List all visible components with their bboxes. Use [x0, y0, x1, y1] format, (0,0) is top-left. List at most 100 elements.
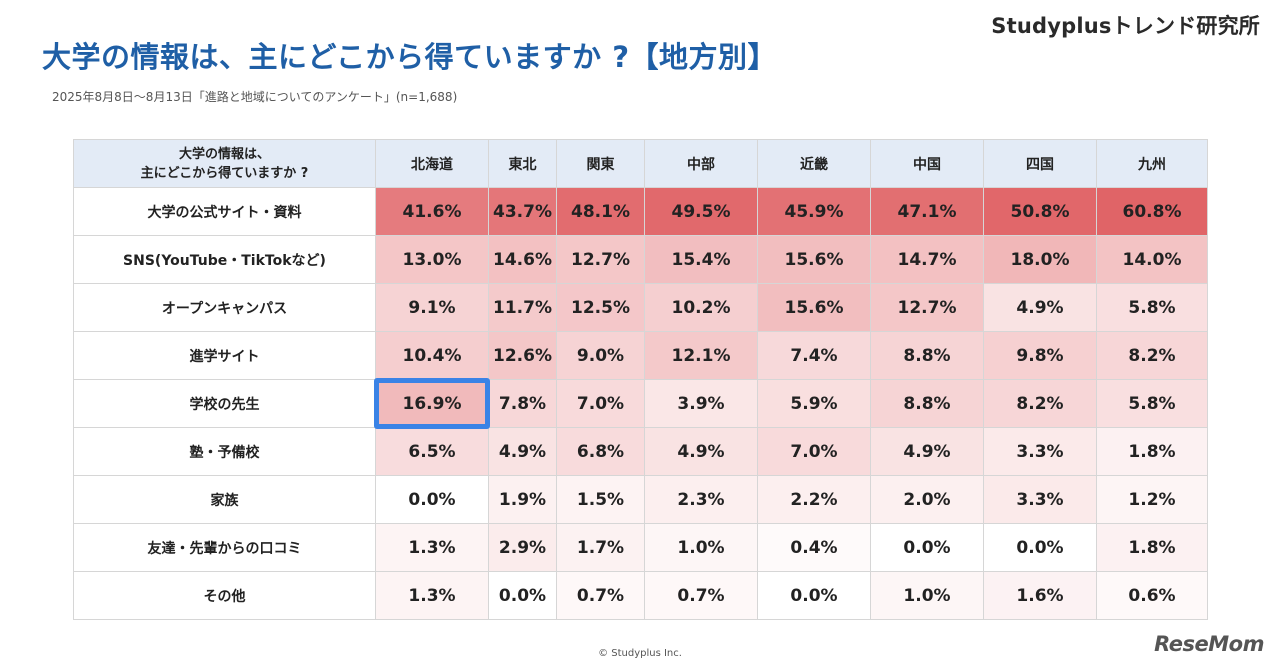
value-cell: 0.0% — [375, 475, 489, 524]
value-cell: 3.3% — [983, 475, 1097, 524]
value-cell: 2.2% — [757, 475, 871, 524]
value-cell: 9.8% — [983, 331, 1097, 380]
heatmap-table: 大学の情報は、 主にどこから得ていますか ? 北海道 東北 関東 中部 近畿 中… — [73, 139, 1208, 620]
value-cell: 1.3% — [375, 523, 489, 572]
value-cell: 12.1% — [644, 331, 758, 380]
value-cell: 41.6% — [375, 187, 489, 236]
table-row: 友達・先輩からの口コミ 1.3% 2.9% 1.7% 1.0% 0.4% 0.0% 0.0% 1… — [73, 523, 1208, 572]
value-cell: 10.2% — [644, 283, 758, 332]
value-cell: 0.6% — [1096, 571, 1208, 620]
row-label: 学校の先生 — [73, 379, 376, 428]
value-cell: 8.8% — [870, 379, 984, 428]
value-cell: 0.0% — [757, 571, 871, 620]
value-cell: 4.9% — [983, 283, 1097, 332]
value-cell: 60.8% — [1096, 187, 1208, 236]
value-cell: 5.8% — [1096, 283, 1208, 332]
value-cell: 0.7% — [644, 571, 758, 620]
value-cell: 0.7% — [556, 571, 645, 620]
value-cell: 2.3% — [644, 475, 758, 524]
value-cell: 12.7% — [556, 235, 645, 284]
value-cell: 1.9% — [488, 475, 557, 524]
table-row: オープンキャンパス 9.1% 11.7% 12.5% 10.2% 15.6% 12.7% 4.… — [73, 283, 1208, 332]
value-cell: 45.9% — [757, 187, 871, 236]
table-row: 塾・予備校 6.5% 4.9% 6.8% 4.9% 7.0% 4.9% 3.3% 1.8% — [73, 427, 1208, 476]
value-cell: 47.1% — [870, 187, 984, 236]
value-cell: 1.5% — [556, 475, 645, 524]
value-cell: 1.6% — [983, 571, 1097, 620]
value-cell: 50.8% — [983, 187, 1097, 236]
question-header: 大学の情報は、 主にどこから得ていますか ? — [73, 139, 376, 188]
row-label: 進学サイト — [73, 331, 376, 380]
value-cell: 15.6% — [757, 235, 871, 284]
value-cell: 0.4% — [757, 523, 871, 572]
region-header: 近畿 — [757, 139, 871, 188]
table-row: 進学サイト 10.4% 12.6% 9.0% 12.1% 7.4% 8.8% 9.8% 8.2% — [73, 331, 1208, 380]
row-label: 友達・先輩からの口コミ — [73, 523, 376, 572]
value-cell: 1.7% — [556, 523, 645, 572]
value-cell: 49.5% — [644, 187, 758, 236]
value-cell: 4.9% — [488, 427, 557, 476]
region-header: 関東 — [556, 139, 645, 188]
value-cell: 12.7% — [870, 283, 984, 332]
region-header: 中部 — [644, 139, 758, 188]
value-cell: 3.9% — [644, 379, 758, 428]
survey-subtitle: 2025年8月8日〜8月13日「進路と地域についてのアンケート」(n=1,688… — [52, 90, 458, 104]
value-cell: 14.0% — [1096, 235, 1208, 284]
value-cell: 5.9% — [757, 379, 871, 428]
row-label: SNS(YouTube・TikTokなど) — [73, 235, 376, 284]
value-cell: 0.0% — [870, 523, 984, 572]
value-cell: 2.9% — [488, 523, 557, 572]
value-cell: 5.8% — [1096, 379, 1208, 428]
value-cell: 7.0% — [556, 379, 645, 428]
value-cell: 4.9% — [870, 427, 984, 476]
value-cell: 7.0% — [757, 427, 871, 476]
value-cell: 1.3% — [375, 571, 489, 620]
value-cell: 15.6% — [757, 283, 871, 332]
region-header: 中国 — [870, 139, 984, 188]
value-cell: 15.4% — [644, 235, 758, 284]
value-cell: 11.7% — [488, 283, 557, 332]
value-cell: 43.7% — [488, 187, 557, 236]
value-cell: 7.8% — [488, 379, 557, 428]
value-cell: 1.0% — [870, 571, 984, 620]
value-cell: 18.0% — [983, 235, 1097, 284]
region-header: 四国 — [983, 139, 1097, 188]
value-cell: 9.0% — [556, 331, 645, 380]
value-cell: 7.4% — [757, 331, 871, 380]
value-cell: 13.0% — [375, 235, 489, 284]
value-cell: 48.1% — [556, 187, 645, 236]
value-cell: 8.8% — [870, 331, 984, 380]
page-title: 大学の情報は、主にどこから得ていますか ?【地方別】 — [42, 40, 778, 74]
value-cell: 3.3% — [983, 427, 1097, 476]
table-row: SNS(YouTube・TikTokなど) 13.0% 14.6% 12.7% 15.4… — [73, 235, 1208, 284]
brand-logo: Studyplusトレンド研究所 — [991, 14, 1260, 38]
value-cell: 6.8% — [556, 427, 645, 476]
value-cell: 14.7% — [870, 235, 984, 284]
region-header: 東北 — [488, 139, 557, 188]
table-row: その他 1.3% 0.0% 0.7% 0.7% 0.0% 1.0% 1.6% 0.6% — [73, 571, 1208, 620]
row-label: オープンキャンパス — [73, 283, 376, 332]
value-cell: 0.0% — [983, 523, 1097, 572]
value-cell: 4.9% — [644, 427, 758, 476]
value-cell: 0.0% — [488, 571, 557, 620]
value-cell: 1.0% — [644, 523, 758, 572]
header-row: 大学の情報は、 主にどこから得ていますか ? 北海道 東北 関東 中部 近畿 中… — [73, 139, 1208, 188]
table-row: 学校の先生 16.9% 7.8% 7.0% 3.9% 5.9% 8.8% 8.2% 5.8% — [73, 378, 1208, 430]
row-label: 家族 — [73, 475, 376, 524]
highlighted-value-cell: 16.9% — [374, 378, 491, 430]
value-cell: 8.2% — [983, 379, 1097, 428]
value-cell: 12.6% — [488, 331, 557, 380]
value-cell: 9.1% — [375, 283, 489, 332]
value-cell: 6.5% — [375, 427, 489, 476]
row-label: その他 — [73, 571, 376, 620]
table-row: 家族 0.0% 1.9% 1.5% 2.3% 2.2% 2.0% 3.3% 1.2% — [73, 475, 1208, 524]
region-header: 北海道 — [375, 139, 489, 188]
value-cell: 2.0% — [870, 475, 984, 524]
value-cell: 1.8% — [1096, 523, 1208, 572]
resemom-logo: ReseMom — [1154, 632, 1264, 656]
value-cell: 12.5% — [556, 283, 645, 332]
value-cell: 1.8% — [1096, 427, 1208, 476]
table-row: 大学の公式サイト・資料 41.6% 43.7% 48.1% 49.5% 45.9% 47.1… — [73, 187, 1208, 236]
row-label: 塾・予備校 — [73, 427, 376, 476]
copyright: © Studyplus Inc. — [598, 648, 682, 659]
